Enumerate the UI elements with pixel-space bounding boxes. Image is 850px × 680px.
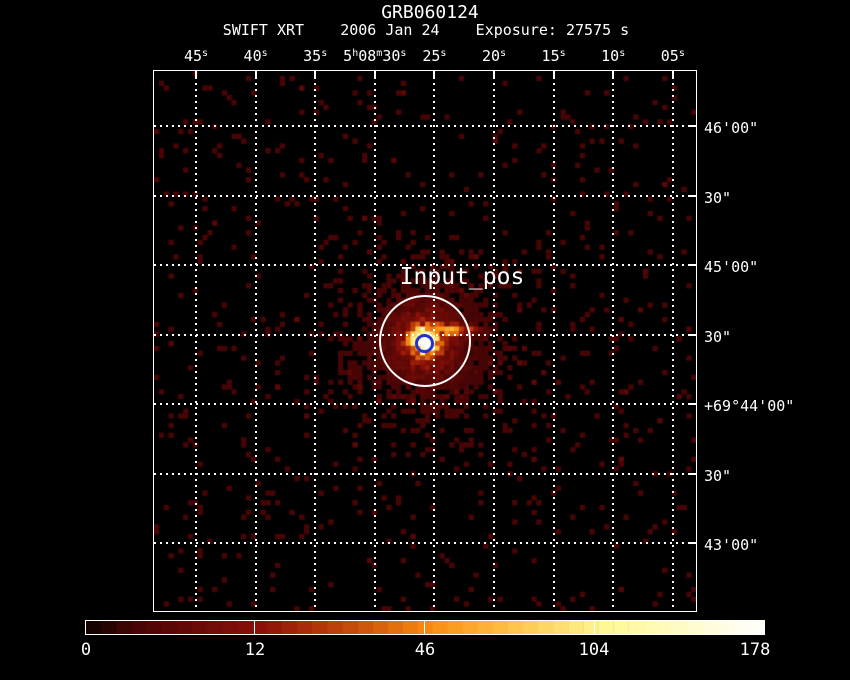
dec-tick-mark: [689, 542, 696, 544]
grid-line-vertical: [493, 71, 495, 611]
dec-tick-mark: [689, 125, 696, 127]
colorbar-tick-label: 0: [80, 640, 92, 660]
colorbar-gradient: [86, 621, 764, 634]
colorbar-tick-mark: [594, 621, 595, 634]
colorbar-tick-label: 104: [578, 640, 610, 660]
grid-line-vertical: [254, 71, 257, 611]
dec-tick-label: 43'00": [704, 536, 759, 554]
ra-tick-label: 05s: [660, 47, 685, 65]
superscript-unit: s: [400, 48, 407, 59]
ra-tick-mark: [493, 71, 495, 78]
colorbar-frame: [85, 620, 765, 635]
dec-tick-label: 46'00": [704, 119, 759, 137]
source-region-circle: [379, 295, 471, 387]
source-label: Input_pos: [399, 264, 525, 290]
dec-tick-label: 30": [704, 327, 732, 346]
ra-tick-mark: [195, 71, 197, 78]
grid-line-vertical: [314, 71, 317, 611]
superscript-unit: s: [500, 48, 507, 59]
dec-tick-mark: [689, 333, 696, 336]
colorbar-tick-label: 46: [414, 640, 436, 660]
superscript-unit: m: [376, 48, 383, 59]
grid-line-vertical: [612, 71, 615, 611]
grid-line-horizontal: [154, 264, 696, 266]
grid-line-horizontal: [154, 194, 696, 197]
grid-line-horizontal: [154, 403, 696, 405]
superscript-unit: s: [261, 48, 268, 59]
superscript-unit: s: [559, 48, 566, 59]
dec-tick-label: 30": [704, 466, 732, 485]
dec-tick-mark: [689, 264, 696, 266]
dec-tick-label: 30": [704, 188, 732, 207]
ra-tick-mark: [373, 71, 376, 78]
superscript-unit: s: [440, 48, 447, 59]
grid-line-vertical: [552, 71, 555, 611]
ra-tick-mark: [612, 71, 615, 78]
grid-line-horizontal: [154, 472, 696, 475]
colorbar-tick-mark: [254, 621, 255, 634]
grid-line-vertical: [195, 71, 197, 611]
ra-tick-label: 10s: [601, 47, 626, 65]
dec-tick-label: 45'00": [704, 258, 759, 276]
superscript-unit: s: [321, 48, 328, 59]
superscript-unit: s: [619, 48, 626, 59]
ra-tick-label: 20s: [481, 47, 507, 65]
ra-tick-label: 35s: [303, 47, 328, 65]
dec-tick-label: +69°44'00": [704, 397, 795, 415]
ra-tick-label: 40s: [243, 47, 268, 65]
colorbar-tick-label: 12: [244, 640, 266, 660]
ra-tick-mark: [671, 71, 674, 78]
ra-tick-mark: [254, 71, 257, 78]
superscript-unit: s: [202, 48, 209, 59]
grid-line-horizontal: [154, 542, 696, 544]
colorbar-tick-label: 178: [739, 640, 771, 660]
dec-tick-mark: [689, 472, 696, 475]
input-position-marker: [414, 333, 434, 353]
ra-tick-label: 5h08m30s: [343, 47, 407, 65]
superscript-unit: h: [352, 48, 359, 59]
grid-line-vertical: [373, 71, 376, 611]
dec-tick-mark: [689, 403, 696, 405]
ra-tick-label: 45s: [183, 47, 209, 65]
ra-tick-mark: [433, 71, 436, 78]
ra-tick-mark: [314, 71, 317, 78]
ra-tick-label: 25s: [422, 47, 447, 65]
dec-tick-mark: [689, 194, 696, 197]
ra-tick-label: 15s: [541, 47, 566, 65]
page-title: GRB060124: [381, 2, 479, 23]
ra-tick-mark: [552, 71, 555, 78]
grid-line-horizontal: [154, 125, 696, 127]
colorbar-tick-mark: [424, 621, 425, 634]
page-subtitle: SWIFT XRT 2006 Jan 24 Exposure: 27575 s: [222, 21, 630, 39]
superscript-unit: s: [678, 48, 685, 59]
grid-line-vertical: [671, 71, 674, 611]
